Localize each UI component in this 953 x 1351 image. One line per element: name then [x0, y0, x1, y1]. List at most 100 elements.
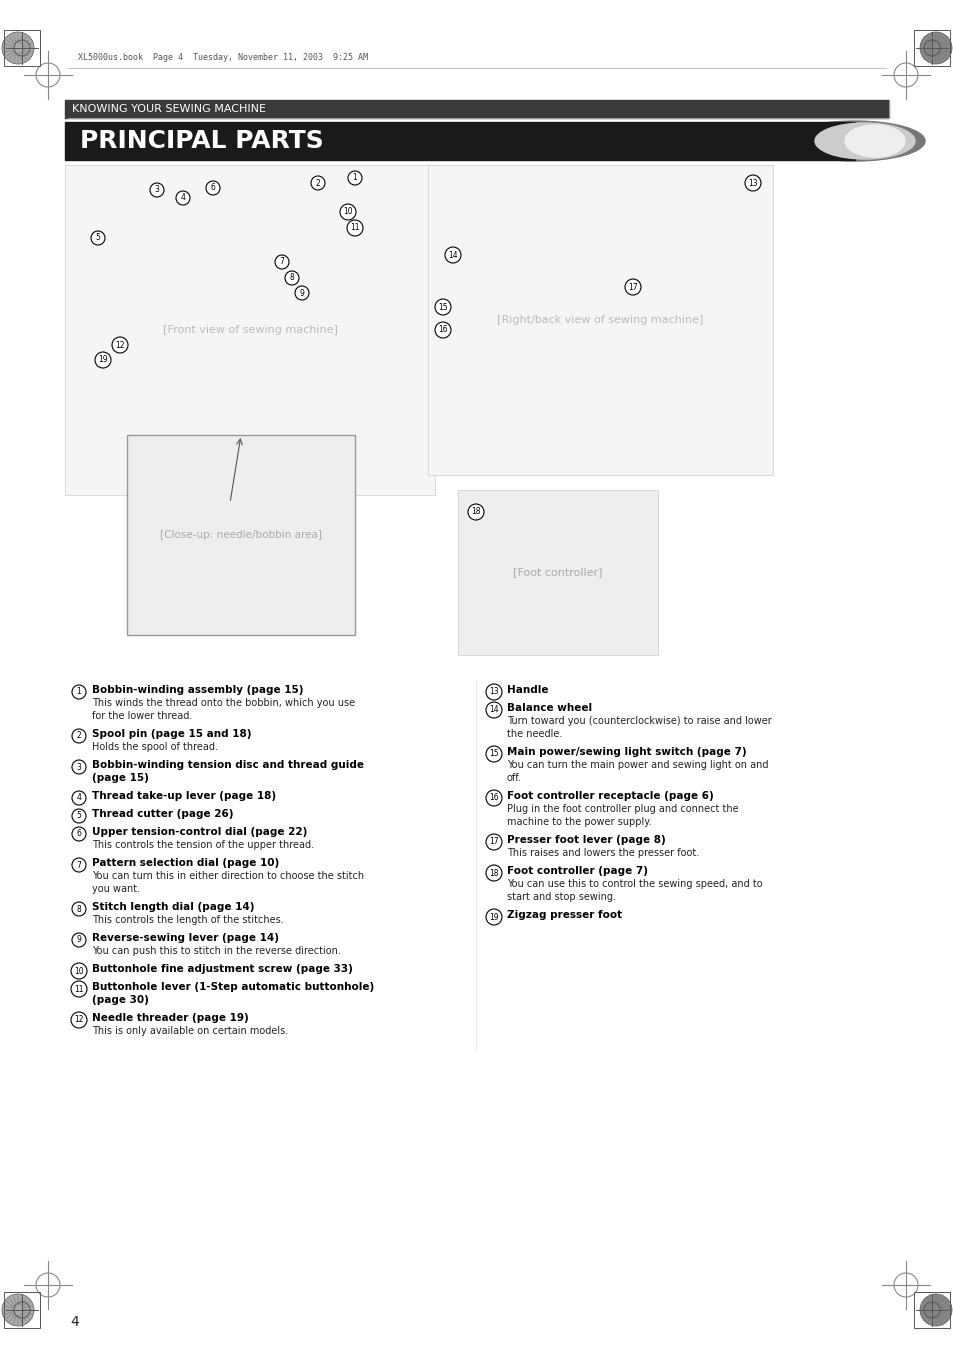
- Text: You can turn the main power and sewing light on and: You can turn the main power and sewing l…: [506, 761, 768, 770]
- Text: 6: 6: [211, 184, 215, 192]
- Circle shape: [71, 1012, 87, 1028]
- Text: 10: 10: [74, 966, 84, 975]
- Circle shape: [485, 684, 501, 700]
- Circle shape: [347, 220, 363, 236]
- Text: for the lower thread.: for the lower thread.: [91, 711, 193, 721]
- Circle shape: [71, 963, 87, 979]
- Circle shape: [919, 1294, 951, 1325]
- Text: the needle.: the needle.: [506, 730, 561, 739]
- Text: [Close-up: needle/bobbin area]: [Close-up: needle/bobbin area]: [160, 530, 322, 540]
- Text: [Foot controller]: [Foot controller]: [513, 567, 602, 577]
- Text: Holds the spool of thread.: Holds the spool of thread.: [91, 742, 218, 753]
- Text: 11: 11: [74, 985, 84, 993]
- Circle shape: [112, 336, 128, 353]
- Text: This winds the thread onto the bobbin, which you use: This winds the thread onto the bobbin, w…: [91, 698, 355, 708]
- Text: 1: 1: [76, 688, 81, 697]
- Text: Buttonhole lever (1-Step automatic buttonhole): Buttonhole lever (1-Step automatic butto…: [91, 982, 374, 992]
- Text: 16: 16: [489, 793, 498, 802]
- Text: 4: 4: [180, 193, 185, 203]
- Text: 18: 18: [471, 508, 480, 516]
- Circle shape: [91, 231, 105, 245]
- Text: Balance wheel: Balance wheel: [506, 703, 592, 713]
- Bar: [428, 165, 772, 476]
- Bar: [4, 1292, 40, 1328]
- Circle shape: [71, 858, 86, 871]
- Circle shape: [150, 182, 164, 197]
- Text: 2: 2: [315, 178, 320, 188]
- Text: 8: 8: [76, 905, 81, 913]
- Text: 5: 5: [95, 234, 100, 242]
- Text: 5: 5: [76, 812, 81, 820]
- Text: 2: 2: [76, 731, 81, 740]
- Text: You can use this to control the sewing speed, and to: You can use this to control the sewing s…: [506, 880, 761, 889]
- Text: Zigzag presser foot: Zigzag presser foot: [506, 911, 621, 920]
- Text: Spool pin (page 15 and 18): Spool pin (page 15 and 18): [91, 730, 252, 739]
- Text: 3: 3: [76, 762, 81, 771]
- Text: 16: 16: [437, 326, 447, 335]
- Ellipse shape: [784, 122, 924, 161]
- Circle shape: [624, 280, 640, 295]
- Text: Turn toward you (counterclockwise) to raise and lower: Turn toward you (counterclockwise) to ra…: [506, 716, 771, 725]
- Text: Buttonhole fine adjustment screw (page 33): Buttonhole fine adjustment screw (page 3…: [91, 965, 353, 974]
- Circle shape: [311, 176, 325, 190]
- Text: Needle threader (page 19): Needle threader (page 19): [91, 1013, 249, 1023]
- Text: Thread cutter (page 26): Thread cutter (page 26): [91, 809, 233, 819]
- Text: Stitch length dial (page 14): Stitch length dial (page 14): [91, 902, 254, 912]
- Circle shape: [485, 746, 501, 762]
- Text: 4: 4: [70, 1315, 79, 1329]
- Bar: [127, 435, 355, 635]
- Circle shape: [444, 247, 460, 263]
- Circle shape: [435, 299, 451, 315]
- Circle shape: [274, 255, 289, 269]
- Text: 9: 9: [76, 935, 81, 944]
- Text: You can turn this in either direction to choose the stitch: You can turn this in either direction to…: [91, 871, 364, 881]
- Text: 10: 10: [343, 208, 353, 216]
- Text: (page 15): (page 15): [91, 773, 149, 784]
- Circle shape: [71, 730, 86, 743]
- Text: machine to the power supply.: machine to the power supply.: [506, 817, 651, 827]
- Text: Reverse-sewing lever (page 14): Reverse-sewing lever (page 14): [91, 934, 278, 943]
- Circle shape: [285, 272, 298, 285]
- Bar: [913, 30, 949, 66]
- Text: 17: 17: [489, 838, 498, 847]
- Bar: [457, 490, 658, 655]
- Text: 14: 14: [448, 250, 457, 259]
- Circle shape: [485, 703, 501, 717]
- Text: 12: 12: [74, 1016, 84, 1024]
- Text: This controls the tension of the upper thread.: This controls the tension of the upper t…: [91, 840, 314, 850]
- Text: 17: 17: [627, 282, 638, 292]
- Text: 11: 11: [350, 223, 359, 232]
- Text: XL5000us.book  Page 4  Tuesday, November 11, 2003  9:25 AM: XL5000us.book Page 4 Tuesday, November 1…: [78, 54, 368, 62]
- Circle shape: [485, 790, 501, 807]
- Ellipse shape: [814, 123, 914, 159]
- Circle shape: [71, 809, 86, 823]
- Bar: [65, 122, 854, 159]
- Circle shape: [71, 685, 86, 698]
- Circle shape: [919, 32, 951, 63]
- Text: off.: off.: [506, 773, 521, 784]
- Circle shape: [348, 172, 361, 185]
- Text: Bobbin-winding tension disc and thread guide: Bobbin-winding tension disc and thread g…: [91, 761, 364, 770]
- Circle shape: [71, 902, 86, 916]
- Circle shape: [485, 865, 501, 881]
- Circle shape: [71, 934, 86, 947]
- Text: 3: 3: [154, 185, 159, 195]
- Text: 19: 19: [489, 912, 498, 921]
- Text: 9: 9: [299, 289, 304, 297]
- Circle shape: [468, 504, 483, 520]
- Circle shape: [485, 909, 501, 925]
- Text: 15: 15: [437, 303, 447, 312]
- Text: Main power/sewing light switch (page 7): Main power/sewing light switch (page 7): [506, 747, 746, 757]
- Text: 18: 18: [489, 869, 498, 878]
- Circle shape: [339, 204, 355, 220]
- Text: 19: 19: [98, 355, 108, 365]
- Text: 12: 12: [115, 340, 125, 350]
- Text: you want.: you want.: [91, 884, 140, 894]
- Text: 7: 7: [76, 861, 81, 870]
- Text: 7: 7: [279, 258, 284, 266]
- Circle shape: [71, 761, 86, 774]
- Circle shape: [435, 322, 451, 338]
- Text: Plug in the foot controller plug and connect the: Plug in the foot controller plug and con…: [506, 804, 738, 815]
- Text: Bobbin-winding assembly (page 15): Bobbin-winding assembly (page 15): [91, 685, 303, 694]
- Text: You can push this to stitch in the reverse direction.: You can push this to stitch in the rever…: [91, 946, 340, 957]
